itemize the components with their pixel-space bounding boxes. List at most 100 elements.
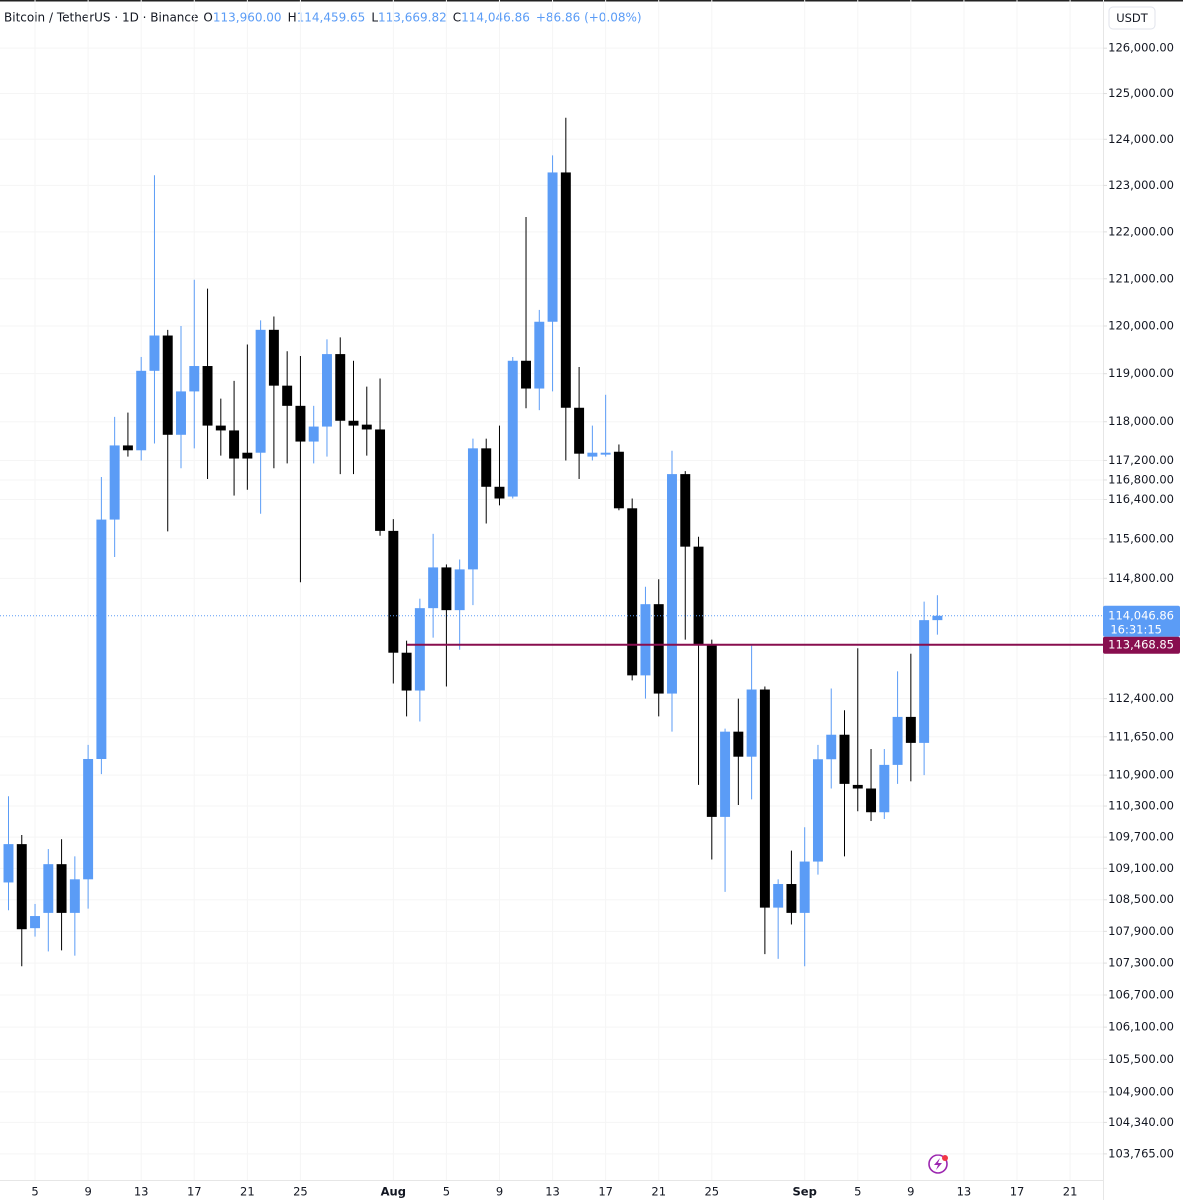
ohlc-key: C	[453, 10, 461, 24]
ohlc-value: 113,669.82	[378, 10, 447, 24]
candle-body	[653, 604, 664, 694]
candle-body	[879, 764, 890, 813]
candle-body	[229, 430, 240, 459]
x-tick-label: 13	[545, 1185, 560, 1199]
y-tick-label: 115,600.00	[1108, 531, 1174, 545]
candle-body	[720, 731, 731, 817]
y-tick-label: 109,100.00	[1108, 861, 1174, 875]
hline-box	[1103, 636, 1180, 654]
candle-body	[521, 360, 531, 389]
candle-body	[919, 620, 930, 743]
candle-body	[905, 716, 916, 743]
candle-body	[786, 884, 797, 913]
candle-body	[706, 645, 717, 817]
x-tick-label: 5	[443, 1185, 450, 1199]
candle-body	[30, 916, 41, 929]
x-tick-label: 21	[651, 1185, 666, 1199]
candle-body	[746, 689, 757, 757]
ohlc-key: L	[371, 10, 378, 24]
candle-body	[852, 784, 863, 789]
last-price-box	[1103, 605, 1180, 637]
currency-box[interactable]	[1108, 6, 1156, 30]
candle-body	[16, 844, 27, 930]
candle-body	[295, 405, 306, 442]
candle-body	[202, 366, 213, 426]
legend: Bitcoin / TetherUS · 1D · Binance O113,96…	[4, 10, 642, 24]
icon-dot[interactable]	[942, 1155, 948, 1161]
candle-body	[799, 861, 810, 913]
y-tick-label: 108,500.00	[1108, 892, 1174, 906]
y-tick-label: 123,000.00	[1108, 178, 1174, 192]
candle-body	[308, 426, 319, 442]
y-tick-label: 110,300.00	[1108, 799, 1174, 813]
y-tick-label: 104,900.00	[1108, 1084, 1174, 1098]
candle-body	[96, 519, 107, 759]
y-tick-label: 116,400.00	[1108, 492, 1174, 506]
y-tick-label: 114,800.00	[1108, 571, 1174, 585]
candle-body	[401, 652, 412, 691]
x-tick-label: 9	[84, 1185, 91, 1199]
candle-body	[812, 759, 823, 862]
icon-bolt[interactable]	[934, 1158, 942, 1170]
candle-body	[733, 731, 744, 757]
x-tick-label: 21	[240, 1185, 255, 1199]
candle-body	[149, 335, 160, 371]
candle-body	[122, 445, 133, 451]
candle-body	[454, 569, 465, 611]
candle-body	[255, 329, 266, 453]
candle-body	[414, 608, 425, 691]
y-tick-label: 106,700.00	[1108, 988, 1174, 1002]
ohlc-value: 114,459.65	[297, 10, 366, 24]
candle-body	[560, 172, 571, 408]
candle-body	[892, 716, 903, 765]
candle-body	[162, 335, 173, 435]
y-tick-label: 126,000.00	[1108, 41, 1174, 55]
ohlc-value: 114,046.86	[461, 10, 530, 24]
candle-body	[467, 448, 478, 570]
candle-body	[375, 429, 386, 531]
y-tick-label: 107,900.00	[1108, 924, 1174, 938]
candle-body	[242, 452, 253, 459]
x-tick-label: 21	[1063, 1185, 1078, 1199]
candles	[3, 117, 943, 967]
x-tick-label: 9	[496, 1185, 503, 1199]
candle-body	[69, 879, 80, 913]
candle-body	[361, 424, 372, 430]
candle-body	[759, 689, 770, 908]
x-tick-label: 17	[1010, 1185, 1025, 1199]
candle-body	[574, 407, 585, 454]
candle-body	[680, 474, 691, 547]
x-tick-label: 25	[293, 1185, 308, 1199]
candle-body	[189, 366, 200, 392]
x-tick-label: Sep	[793, 1185, 817, 1199]
candle-body	[441, 567, 452, 611]
candle-body	[428, 567, 439, 609]
candle-body	[547, 172, 558, 322]
y-tick-label: 106,100.00	[1108, 1020, 1174, 1034]
y-tick-label: 125,000.00	[1108, 86, 1174, 100]
x-tick-label: Aug	[381, 1185, 406, 1199]
y-tick-label: 119,000.00	[1108, 366, 1174, 380]
candle-body	[534, 321, 545, 389]
ohlc-key: O	[203, 10, 212, 24]
candle-body	[600, 452, 611, 455]
symbol: Bitcoin / TetherUS · 1D · Binance	[4, 10, 198, 24]
candle-body	[667, 474, 677, 694]
x-tick-label: 13	[957, 1185, 972, 1199]
currency[interactable]: USDT	[1116, 11, 1149, 25]
y-tick-label: 124,000.00	[1108, 132, 1174, 146]
candle-body	[136, 370, 147, 451]
x-tick-label: 13	[134, 1185, 149, 1199]
y-tick-label: 111,650.00	[1108, 729, 1174, 743]
spark-icon[interactable]	[928, 1154, 948, 1174]
candle-body	[215, 425, 226, 431]
x-tick-label: 5	[31, 1185, 38, 1199]
y-tick-label: 112,400.00	[1108, 691, 1174, 705]
candle-body	[43, 864, 54, 913]
candle-body	[613, 451, 624, 509]
candle-body	[109, 445, 120, 520]
x-tick-label: 5	[854, 1185, 861, 1199]
x-tick-label: 17	[187, 1185, 202, 1199]
